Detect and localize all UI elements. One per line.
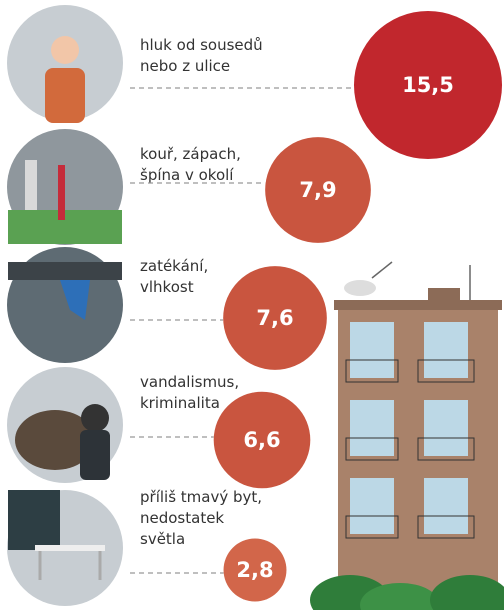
value-label: 6,6 [243,428,280,452]
category-label: vlhkost [140,278,194,296]
category-label: zatékání, [140,257,208,275]
value-label: 7,9 [299,178,336,202]
category-label: příliš tmavý byt, [140,488,262,506]
category-label: světla [140,530,185,548]
category-label: hluk od sousedů [140,36,263,54]
value-label: 2,8 [236,558,273,582]
icons [7,5,123,606]
value-label: 15,5 [402,73,454,97]
category-label: kriminalita [140,394,220,412]
category-label: nebo z ulice [140,57,230,75]
category-label: nedostatek [140,509,224,527]
category-label: vandalismus, [140,373,239,391]
category-label: špína v okolí [140,166,234,184]
building [310,262,504,610]
value-label: 7,6 [256,306,293,330]
chart: hluk od sousedů nebo z ulice 15,5 kouř, záp… [0,0,504,610]
category-label: kouř, zápach, [140,145,241,163]
